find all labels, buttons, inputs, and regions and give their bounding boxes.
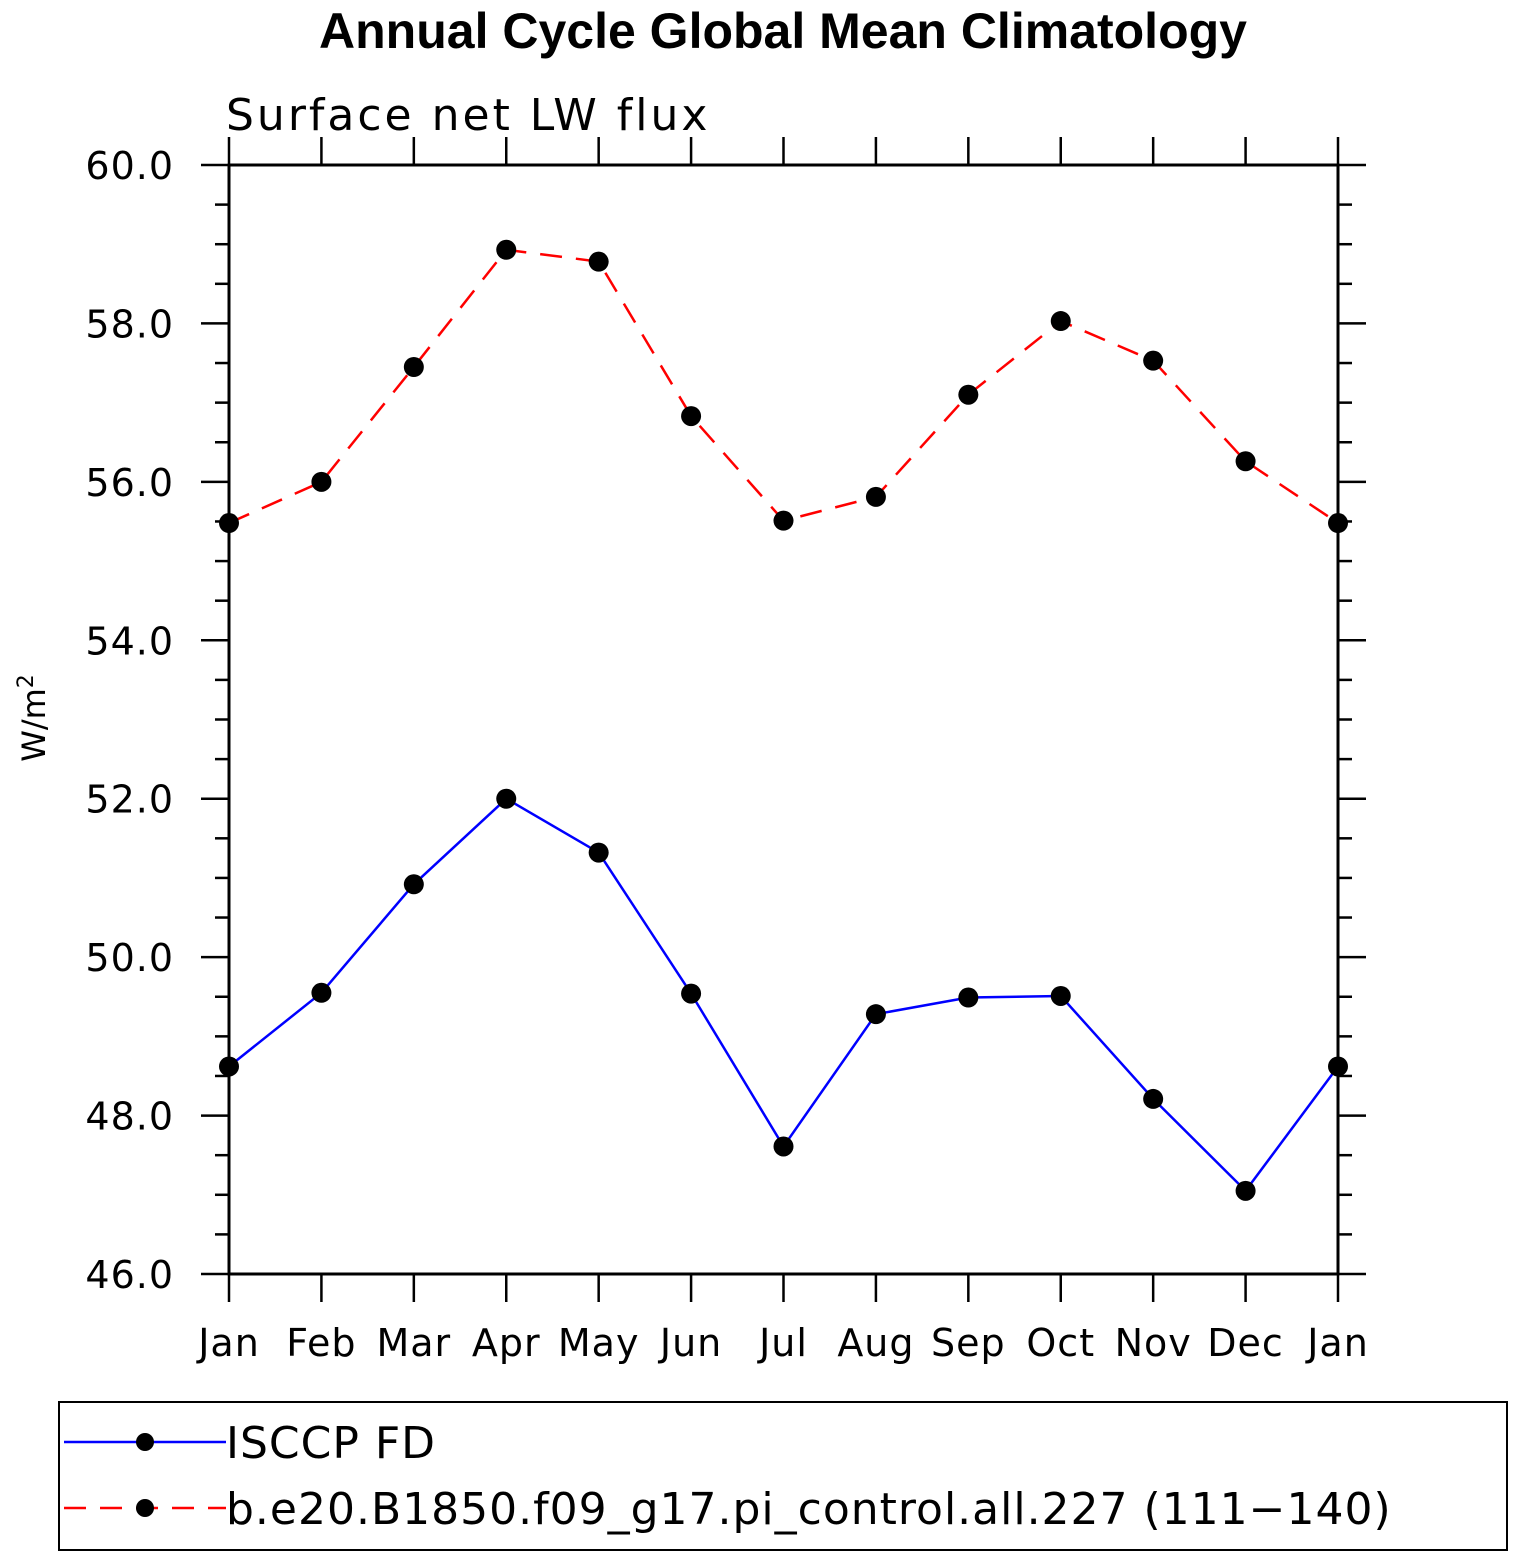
data-point-series-0 [865,1004,886,1025]
x-tick-label: Dec [1207,1321,1284,1365]
svg-text:W/m2: W/m2 [14,674,53,762]
x-tick-label: Mar [376,1321,451,1365]
data-series [219,239,1348,1201]
y-axis-label-superscript: 2 [14,674,39,688]
data-point-series-0 [1235,1180,1256,1201]
data-point-series-0 [588,842,609,863]
x-tick-label: Jan [196,1321,260,1365]
series-line-1 [228,248,1339,525]
y-tick-label: 56.0 [85,461,174,505]
legend-label-model: b.e20.B1850.f09_g17.pi_control.all.227 (… [226,1484,1392,1535]
legend-item-model: b.e20.B1850.f09_g17.pi_control.all.227 (… [64,1484,1392,1535]
x-tick-label: Nov [1115,1321,1192,1365]
data-point-series-1 [1050,311,1071,332]
y-tick-label: 52.0 [85,778,174,822]
x-tick-label: Feb [286,1321,356,1365]
data-point-series-0 [773,1136,794,1157]
data-point-series-0 [1143,1088,1164,1109]
data-point-series-1 [958,384,979,405]
y-tick-label: 50.0 [85,936,174,980]
x-tick-label: Jul [757,1321,808,1365]
x-tick-label: Apr [472,1321,541,1365]
data-point-series-1 [681,406,702,427]
y-axis-label-text: W/m [15,688,53,762]
y-axis-label: W/m2 [14,674,53,762]
x-tick-label: May [558,1321,640,1365]
data-point-series-0 [681,983,702,1004]
data-point-series-1 [865,486,886,507]
data-point-series-1 [311,471,332,492]
data-point-series-0 [311,982,332,1003]
x-tick-label: Jun [658,1321,722,1365]
data-point-series-1 [1143,350,1164,371]
y-tick-label: 54.0 [85,619,174,663]
legend-label-isccp: ISCCP FD [226,1418,436,1469]
legend-item-isccp: ISCCP FD [64,1418,436,1469]
data-point-series-0 [1050,985,1071,1006]
data-point-series-0 [958,987,979,1008]
y-tick-label: 46.0 [85,1253,174,1297]
x-tick-label: Sep [931,1321,1006,1365]
legend: ISCCP FD b.e20.B1850.f09_g17.pi_control.… [58,1401,1508,1551]
data-point-series-1 [496,239,517,260]
y-tick-label: 48.0 [85,1095,174,1139]
axis-tick-labels: Jan Feb Mar Apr May Jun Jul Aug Sep Oct Nov Dec Jan 4… [85,144,1369,1365]
chart-subtitle: Surface net LW flux [226,90,710,141]
x-tick-label: Jan [1305,1321,1369,1365]
data-point-series-1 [773,510,794,531]
y-tick-label: 58.0 [85,302,174,346]
data-point-series-1 [1235,451,1256,472]
x-tick-label: Aug [837,1321,914,1365]
legend-marker-isccp [136,1433,154,1451]
chart-title: Annual Cycle Global Mean Climatology [319,3,1247,59]
data-point-series-0 [496,788,517,809]
legend-marker-model [136,1499,154,1517]
data-point-series-1 [588,251,609,272]
data-point-series-0 [403,874,424,895]
axis-ticks [201,137,1366,1302]
x-tick-label: Oct [1026,1321,1095,1365]
series-line-0 [228,797,1340,1193]
plot-frame [227,163,1340,1276]
y-tick-label: 60.0 [85,144,174,188]
legend-box [58,1401,1508,1551]
data-point-series-1 [403,356,424,377]
